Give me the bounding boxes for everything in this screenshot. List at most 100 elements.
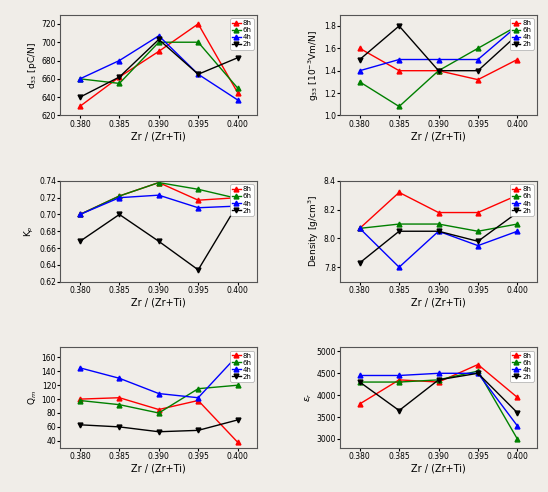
Line: 8h: 8h: [78, 180, 240, 217]
6h: [356, 225, 363, 231]
6h: [195, 386, 202, 392]
Line: 6h: 6h: [357, 24, 520, 109]
Line: 2h: 2h: [78, 202, 240, 272]
2h: [475, 370, 481, 376]
Y-axis label: g$_{33}$ [10$^{-3}$Vm/N]: g$_{33}$ [10$^{-3}$Vm/N]: [307, 30, 321, 100]
6h: [156, 39, 162, 45]
Legend: 8h, 6h, 4h, 2h: 8h, 6h, 4h, 2h: [510, 350, 534, 382]
6h: [396, 103, 402, 109]
4h: [435, 228, 442, 234]
Line: 6h: 6h: [78, 180, 240, 217]
2h: [475, 238, 481, 244]
4h: [156, 33, 162, 39]
Line: 2h: 2h: [357, 24, 520, 73]
Legend: 8h, 6h, 4h, 2h: 8h, 6h, 4h, 2h: [510, 184, 534, 215]
6h: [396, 221, 402, 227]
4h: [514, 228, 521, 234]
2h: [475, 68, 481, 74]
4h: [116, 195, 123, 201]
2h: [514, 210, 521, 215]
Legend: 8h, 6h, 4h, 2h: 8h, 6h, 4h, 2h: [510, 18, 534, 50]
2h: [514, 32, 521, 38]
4h: [195, 205, 202, 211]
2h: [396, 407, 402, 413]
2h: [116, 212, 123, 217]
8h: [435, 68, 442, 74]
8h: [77, 396, 83, 402]
Line: 8h: 8h: [357, 46, 520, 82]
8h: [116, 193, 123, 199]
Line: 8h: 8h: [357, 362, 520, 406]
2h: [235, 201, 241, 207]
2h: [195, 267, 202, 273]
6h: [116, 193, 123, 199]
Y-axis label: $\varepsilon_r$: $\varepsilon_r$: [303, 393, 313, 402]
6h: [195, 39, 202, 45]
4h: [77, 212, 83, 217]
Y-axis label: Density [g/cm$^3$]: Density [g/cm$^3$]: [307, 195, 321, 267]
4h: [156, 192, 162, 198]
2h: [435, 377, 442, 383]
2h: [356, 57, 363, 62]
Legend: 8h, 6h, 4h, 2h: 8h, 6h, 4h, 2h: [230, 184, 254, 215]
8h: [156, 180, 162, 185]
Line: 6h: 6h: [357, 369, 520, 441]
8h: [235, 90, 241, 95]
6h: [475, 228, 481, 234]
Line: 2h: 2h: [78, 37, 240, 99]
Line: 4h: 4h: [357, 226, 520, 270]
Line: 4h: 4h: [78, 193, 240, 217]
Line: 4h: 4h: [78, 353, 240, 400]
Line: 4h: 4h: [357, 371, 520, 428]
2h: [77, 94, 83, 100]
6h: [475, 45, 481, 51]
6h: [356, 79, 363, 85]
2h: [77, 422, 83, 428]
4h: [235, 203, 241, 209]
8h: [235, 195, 241, 201]
2h: [435, 68, 442, 74]
4h: [195, 395, 202, 400]
Line: 8h: 8h: [78, 395, 240, 445]
6h: [514, 436, 521, 442]
6h: [435, 377, 442, 383]
4h: [77, 76, 83, 82]
8h: [514, 192, 521, 198]
4h: [435, 370, 442, 376]
6h: [235, 382, 241, 388]
8h: [356, 45, 363, 51]
Line: 4h: 4h: [78, 33, 240, 102]
6h: [514, 221, 521, 227]
6h: [475, 368, 481, 374]
8h: [475, 210, 481, 215]
6h: [116, 81, 123, 87]
2h: [514, 410, 521, 416]
4h: [475, 370, 481, 376]
Line: 6h: 6h: [78, 383, 240, 415]
X-axis label: Zr / (Zr+Ti): Zr / (Zr+Ti): [411, 298, 466, 308]
8h: [195, 398, 202, 403]
8h: [356, 225, 363, 231]
2h: [156, 238, 162, 244]
8h: [475, 362, 481, 368]
4h: [475, 243, 481, 248]
4h: [435, 57, 442, 62]
4h: [77, 365, 83, 371]
8h: [195, 21, 202, 27]
8h: [356, 401, 363, 407]
6h: [435, 68, 442, 74]
4h: [356, 372, 363, 378]
4h: [514, 423, 521, 429]
2h: [116, 424, 123, 430]
8h: [435, 210, 442, 215]
Line: 2h: 2h: [78, 418, 240, 434]
Line: 6h: 6h: [357, 221, 520, 234]
4h: [396, 372, 402, 378]
6h: [77, 212, 83, 217]
Line: 8h: 8h: [78, 22, 240, 109]
6h: [235, 85, 241, 91]
4h: [116, 375, 123, 381]
8h: [195, 197, 202, 203]
Line: 6h: 6h: [78, 40, 240, 91]
4h: [195, 71, 202, 77]
